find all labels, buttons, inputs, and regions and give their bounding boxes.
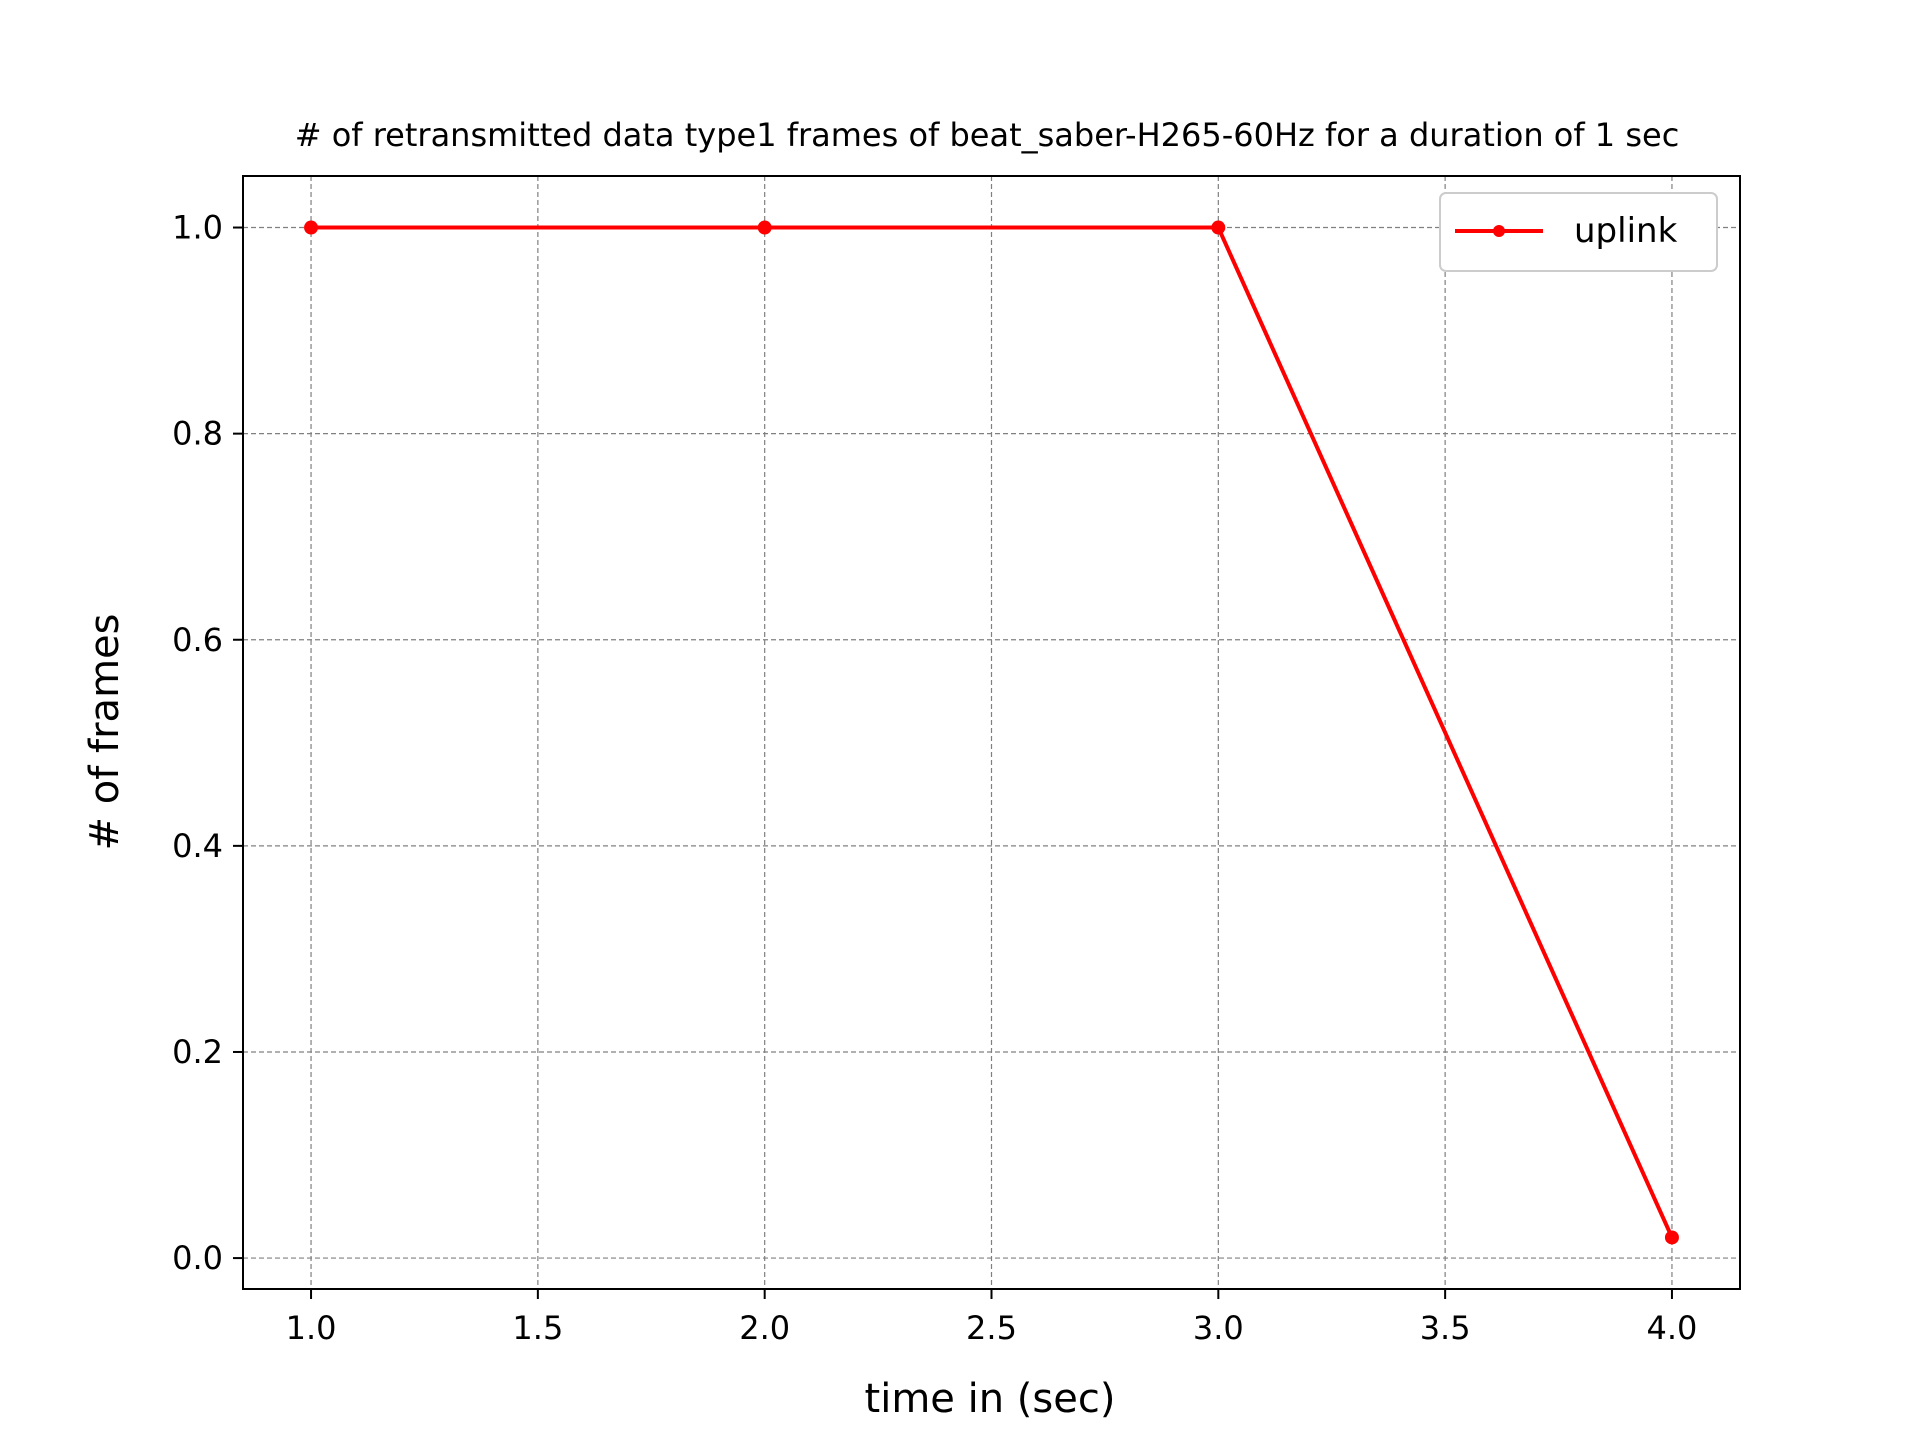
- x-tick-label: 1.0: [286, 1309, 337, 1347]
- legend-box: [1439, 192, 1718, 272]
- y-tick-label: 0.4: [172, 827, 223, 865]
- series-line-uplink: [311, 225, 1674, 1239]
- legend-marker: [1493, 225, 1505, 237]
- y-tick-label: 0.0: [172, 1239, 223, 1277]
- x-tick-label: 3.0: [1193, 1309, 1244, 1347]
- chart-title: # of retransmitted data type1 frames of …: [295, 116, 1680, 154]
- y-tick-label: 0.6: [172, 621, 223, 659]
- x-axis-ticks: 1.0 1.5 2.0 2.5 3.0 3.5 4.0: [286, 1289, 1698, 1347]
- data-point: [1211, 220, 1226, 235]
- data-point: [757, 220, 772, 235]
- x-tick-label: 3.5: [1420, 1309, 1471, 1347]
- data-point: [1664, 1230, 1679, 1245]
- legend-label-uplink: uplink: [1574, 211, 1678, 251]
- x-tick-label: 1.5: [512, 1309, 563, 1347]
- x-tick-label: 4.0: [1647, 1309, 1698, 1347]
- y-tick-label: 0.2: [172, 1033, 223, 1071]
- legend: uplink: [1439, 192, 1718, 272]
- x-tick-label: 2.0: [739, 1309, 790, 1347]
- grid: [243, 176, 1740, 1289]
- y-axis-ticks: 0.0 0.2 0.4 0.6 0.8 1.0: [172, 209, 243, 1277]
- plot-area-frame: [242, 175, 1741, 1290]
- data-point: [304, 220, 319, 235]
- x-axis-label: time in (sec): [865, 1376, 1116, 1422]
- series-layer: [304, 220, 1679, 1245]
- y-axis-label: # of frames: [82, 614, 128, 851]
- x-tick-label: 2.5: [966, 1309, 1017, 1347]
- y-tick-label: 0.8: [172, 415, 223, 453]
- y-tick-label: 1.0: [172, 209, 223, 247]
